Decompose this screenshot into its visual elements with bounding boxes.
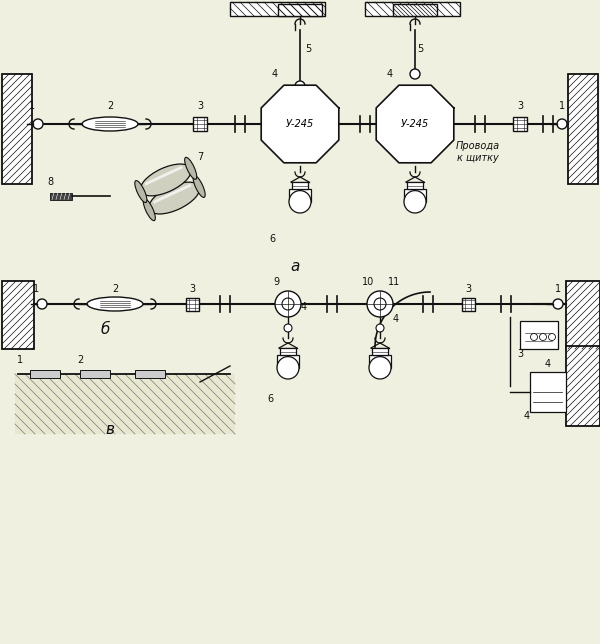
Text: 5: 5 xyxy=(417,44,423,54)
Text: 11: 11 xyxy=(388,277,400,287)
Text: 6: 6 xyxy=(267,394,273,404)
Bar xyxy=(372,348,388,355)
Ellipse shape xyxy=(149,182,200,214)
Circle shape xyxy=(295,81,305,91)
Text: б: б xyxy=(100,321,110,337)
Text: 10: 10 xyxy=(362,277,374,287)
Bar xyxy=(530,372,566,412)
Text: 2: 2 xyxy=(77,355,83,365)
Bar xyxy=(404,189,426,202)
Text: 9: 9 xyxy=(273,277,279,287)
Text: 3: 3 xyxy=(465,284,471,294)
Text: 4: 4 xyxy=(545,359,551,369)
Text: 3: 3 xyxy=(189,284,195,294)
Bar xyxy=(393,4,437,16)
Ellipse shape xyxy=(87,297,143,311)
Ellipse shape xyxy=(82,117,138,131)
Circle shape xyxy=(33,119,43,129)
Text: 4: 4 xyxy=(393,314,399,324)
Bar xyxy=(365,2,460,16)
Text: 3: 3 xyxy=(517,349,523,359)
Bar xyxy=(80,370,110,378)
Bar xyxy=(566,346,600,426)
Text: 4: 4 xyxy=(524,411,530,421)
Text: 5: 5 xyxy=(305,44,311,54)
Text: а: а xyxy=(290,258,299,274)
Ellipse shape xyxy=(277,357,299,379)
Bar xyxy=(2,74,32,184)
Bar xyxy=(277,355,299,368)
Ellipse shape xyxy=(135,180,147,203)
Bar xyxy=(520,321,558,349)
Bar xyxy=(2,281,34,349)
Text: 8: 8 xyxy=(47,177,53,187)
Text: 6: 6 xyxy=(269,234,275,244)
Bar xyxy=(513,117,527,131)
Bar xyxy=(407,182,423,189)
Ellipse shape xyxy=(289,191,311,213)
Text: 1: 1 xyxy=(17,355,23,365)
Text: 4: 4 xyxy=(301,302,307,312)
Text: Провода
к щитку: Провода к щитку xyxy=(456,141,500,163)
Polygon shape xyxy=(376,85,454,163)
Bar xyxy=(292,182,308,189)
Circle shape xyxy=(376,324,384,332)
Bar xyxy=(135,370,165,378)
Bar xyxy=(461,298,475,310)
Bar xyxy=(30,370,60,378)
Bar xyxy=(289,189,311,202)
Circle shape xyxy=(284,324,292,332)
Circle shape xyxy=(548,334,556,341)
Bar xyxy=(193,117,207,131)
Text: 1: 1 xyxy=(555,284,561,294)
Bar xyxy=(369,355,391,368)
Text: 4: 4 xyxy=(272,69,278,79)
Circle shape xyxy=(553,299,563,309)
Ellipse shape xyxy=(185,157,197,179)
Ellipse shape xyxy=(369,357,391,379)
Bar xyxy=(568,74,598,184)
Bar xyxy=(566,281,600,349)
Text: 3: 3 xyxy=(517,101,523,111)
Text: 2: 2 xyxy=(107,101,113,111)
Text: 1: 1 xyxy=(559,101,565,111)
Text: 4: 4 xyxy=(387,69,393,79)
Bar xyxy=(50,193,72,200)
Polygon shape xyxy=(261,85,339,163)
Text: У-245: У-245 xyxy=(401,119,429,129)
Ellipse shape xyxy=(140,164,191,196)
Ellipse shape xyxy=(193,175,205,198)
Circle shape xyxy=(557,119,567,129)
Text: 1: 1 xyxy=(33,284,39,294)
Bar xyxy=(280,348,296,355)
Circle shape xyxy=(37,299,47,309)
Text: 1: 1 xyxy=(29,101,35,111)
Text: У-245: У-245 xyxy=(286,119,314,129)
Ellipse shape xyxy=(404,191,426,213)
Circle shape xyxy=(367,291,393,317)
Bar xyxy=(278,4,322,16)
Text: 2: 2 xyxy=(112,284,118,294)
Ellipse shape xyxy=(143,199,155,221)
Text: в: в xyxy=(106,422,115,437)
Circle shape xyxy=(275,291,301,317)
Polygon shape xyxy=(15,374,235,434)
Circle shape xyxy=(410,69,420,79)
Circle shape xyxy=(282,298,294,310)
Bar xyxy=(230,2,325,16)
Text: 3: 3 xyxy=(197,101,203,111)
Circle shape xyxy=(530,334,538,341)
Circle shape xyxy=(374,298,386,310)
Circle shape xyxy=(539,334,547,341)
Text: 7: 7 xyxy=(197,152,203,162)
Bar xyxy=(185,298,199,310)
